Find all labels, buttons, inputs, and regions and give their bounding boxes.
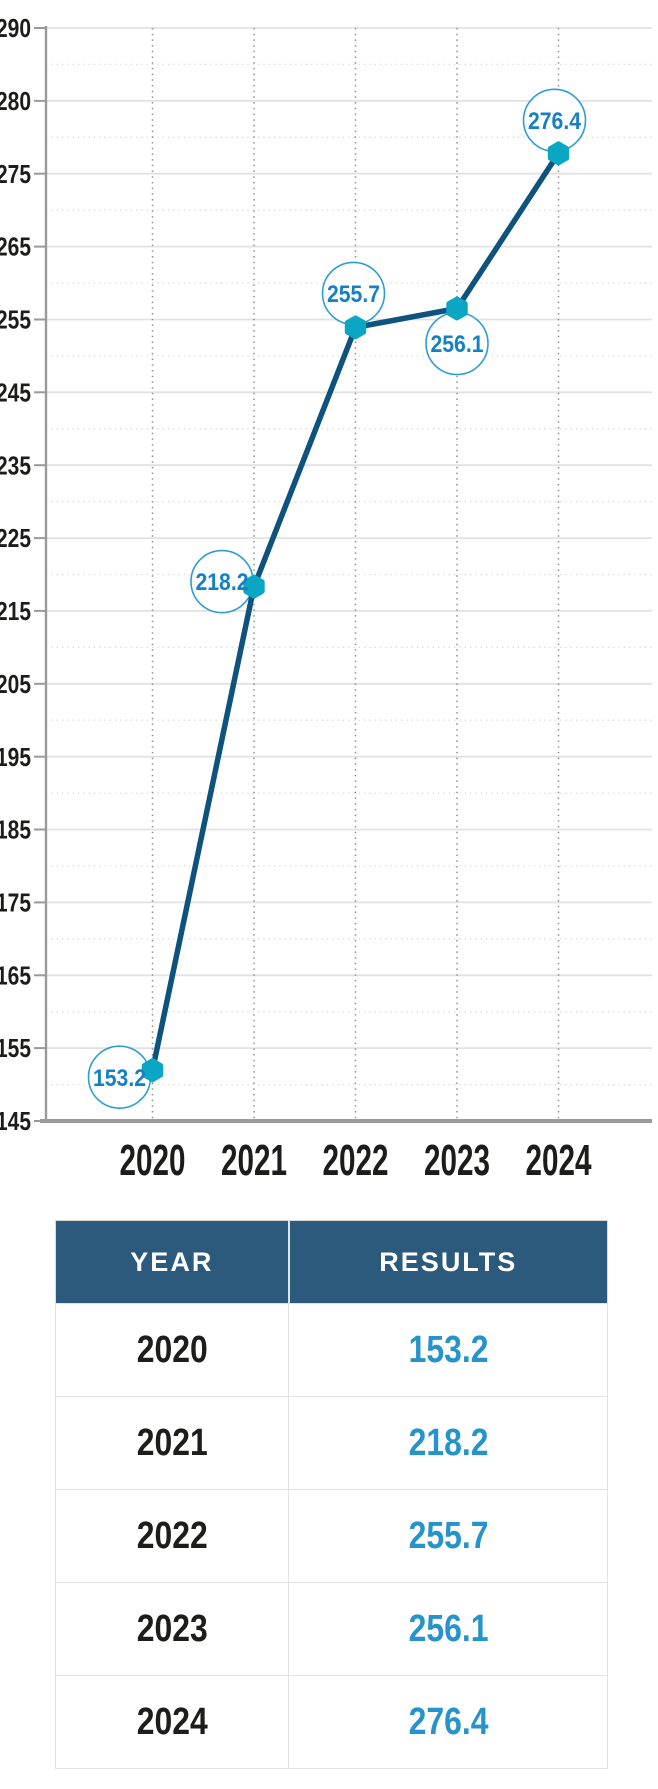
line-chart: 290 280 275 265 255 245 235 225 215 205 195 185 175 1…	[0, 13, 652, 1185]
year-column-header: YEAR	[55, 1220, 290, 1304]
x-axis-tick-label: 2024	[526, 1136, 592, 1185]
result-cell: 255.7	[288, 1489, 608, 1583]
year-cell: 2020	[54, 1303, 290, 1397]
result-value: 256.1	[408, 1607, 489, 1650]
y-axis-tick-label: 245	[0, 377, 31, 407]
y-axis-tick-label: 155	[0, 1033, 31, 1063]
y-axis-tick-label: 265	[0, 232, 31, 262]
y-axis-tick-label: 145	[0, 1106, 31, 1136]
year-value: 2020	[136, 1328, 208, 1371]
result-cell: 256.1	[288, 1582, 608, 1676]
y-axis-tick-label: 165	[0, 960, 31, 990]
x-axis-labels: 2020 2021 2022 2023 2024	[120, 1136, 592, 1185]
year-cell: 2021	[54, 1396, 290, 1490]
y-axis-labels: 290 280 275 265 255 245 235 225 215 205 195 185 175 1…	[0, 13, 46, 1136]
result-cell: 276.4	[288, 1675, 608, 1769]
year-value: 2021	[136, 1421, 208, 1464]
y-axis-tick-label: 290	[0, 13, 31, 43]
year-cell: 2023	[54, 1582, 290, 1676]
data-point-2024	[547, 141, 570, 166]
year-value: 2023	[136, 1607, 208, 1650]
result-value: 255.7	[408, 1514, 489, 1557]
x-axis-tick-label: 2020	[120, 1136, 186, 1185]
y-axis-tick-label: 235	[0, 450, 31, 480]
y-axis-tick-label: 205	[0, 669, 31, 699]
result-value: 218.2	[408, 1421, 489, 1464]
table-row: 2021 218.2	[54, 1396, 608, 1490]
data-point-2021	[243, 574, 265, 599]
results-table: YEAR RESULTS 2020 153.2 2021 218.2 2022 255.7…	[54, 1220, 608, 1769]
point-value-label: 276.4	[528, 108, 582, 135]
data-point-2023	[446, 296, 468, 321]
x-axis-tick-label: 2022	[323, 1136, 389, 1185]
x-axis-tick-label: 2021	[221, 1136, 287, 1185]
table-row: 2023 256.1	[54, 1582, 608, 1676]
y-axis-tick-label: 225	[0, 523, 31, 553]
value-bubbles	[87, 88, 587, 1109]
point-value-label: 218.2	[196, 569, 249, 596]
table-row: 2020 153.2	[54, 1303, 608, 1397]
data-point-2020	[141, 1058, 164, 1083]
result-value: 276.4	[408, 1700, 489, 1743]
data-point-2022	[344, 315, 367, 340]
y-axis-tick-label: 215	[0, 596, 31, 626]
year-value: 2024	[136, 1700, 208, 1743]
y-axis-tick-label: 185	[0, 815, 31, 845]
table-row: 2022 255.7	[54, 1489, 608, 1583]
result-value: 153.2	[408, 1328, 489, 1371]
table-row: 2024 276.4	[54, 1675, 608, 1769]
y-axis-tick-label: 275	[0, 159, 31, 189]
year-cell: 2024	[54, 1675, 290, 1769]
data-point-markers	[141, 141, 570, 1083]
point-value-label: 255.7	[327, 281, 380, 308]
y-axis-tick-label: 255	[0, 305, 31, 335]
point-value-label: 153.2	[93, 1065, 146, 1092]
y-axis-tick-label: 280	[0, 86, 31, 116]
results-column-header: RESULTS	[288, 1220, 608, 1304]
table-header-row: YEAR RESULTS	[55, 1220, 608, 1304]
point-value-labels: 153.2 218.2 255.7 256.1 276.4	[93, 108, 582, 1092]
y-axis-tick-label: 175	[0, 888, 31, 918]
point-value-label: 256.1	[431, 331, 484, 358]
minor-gridlines	[46, 63, 652, 1086]
major-gridlines	[46, 27, 652, 1122]
result-cell: 218.2	[288, 1396, 608, 1490]
year-value: 2022	[136, 1514, 208, 1557]
x-axis-tick-label: 2023	[424, 1136, 490, 1185]
y-axis-tick-label: 195	[0, 742, 31, 772]
year-cell: 2022	[54, 1489, 290, 1583]
result-cell: 153.2	[288, 1303, 608, 1397]
